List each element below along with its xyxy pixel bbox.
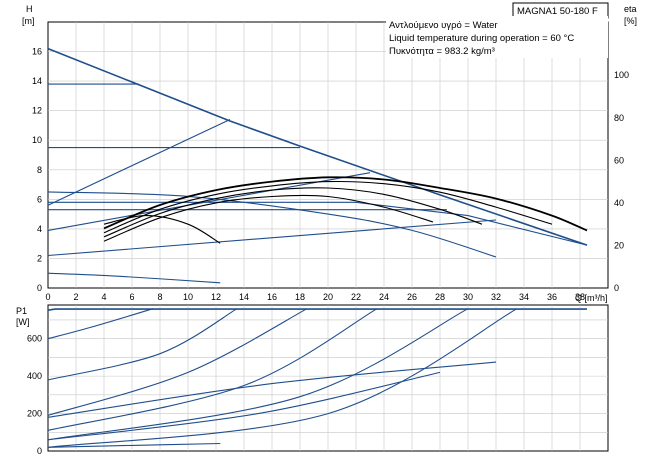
info-line-density: Πυκνότητα = 983.2 kg/m³: [389, 46, 495, 57]
head-prop-curve: [47, 119, 231, 206]
head-grid: [48, 22, 608, 288]
head-y-tick-label: 6: [37, 194, 42, 204]
power-curve-panel: 0 200 400 600 P1 [W]: [16, 304, 609, 456]
power-const-curve: [47, 308, 378, 431]
x-tick-label: 20: [323, 292, 333, 302]
power-y-tick-label: 600: [27, 334, 42, 344]
head-y-tick-labels: 0 2 4 6 8 10 12 14 16: [32, 47, 42, 293]
power-y-tick-label: 200: [27, 409, 42, 419]
head-x-tick-labels: 0 2 4 6 8 10 12 14 16 18 20 22 24 26 28 30 32 34 36 38: [45, 292, 585, 302]
efficiency-curve: [103, 180, 553, 234]
power-y-label: P1: [16, 306, 27, 316]
head-y-tick-label: 4: [37, 224, 42, 234]
power-const-curve: [47, 308, 469, 441]
eta-y-tick-label: 40: [614, 198, 624, 208]
info-line-temperature: Liquid temperature during operation = 60…: [389, 33, 574, 44]
x-tick-label: 32: [491, 292, 501, 302]
x-tick-label: 24: [379, 292, 389, 302]
x-tick-label: 28: [435, 292, 445, 302]
eta-unit: [%]: [624, 16, 637, 26]
x-tick-label: 14: [239, 292, 249, 302]
head-min-curve: [47, 191, 497, 258]
head-y-tick-label: 14: [32, 76, 42, 86]
head-y-label: H: [26, 4, 33, 14]
power-prop-curve: [47, 361, 497, 418]
eta-y-tick-label: 0: [614, 283, 619, 293]
efficiency-curve: [103, 187, 483, 238]
head-y-tick-label: 2: [37, 253, 42, 263]
head-y-tick-label: 10: [32, 135, 42, 145]
model-name: MAGNA1 50-180 F: [517, 6, 598, 17]
head-curve-panel: 0 2 4 6 8 10 12 14 16 18 20 22 24 26 28 30 32 34 36 38 0246…: [22, 2, 637, 303]
x-tick-label: 22: [351, 292, 361, 302]
power-prop-curve: [47, 371, 441, 441]
info-line-fluid: Αντλούμενο υγρό = Water: [389, 20, 498, 31]
power-curves: [47, 308, 587, 448]
head-curves: [47, 47, 588, 284]
power-grid: [48, 305, 608, 451]
efficiency-curve: [103, 176, 588, 232]
efficiency-curves: [103, 176, 588, 244]
x-tick-label: 34: [519, 292, 529, 302]
info-box: [386, 16, 608, 58]
head-prop-curve: [47, 219, 497, 257]
power-y-unit: [W]: [16, 317, 30, 327]
head-y-unit: [m]: [22, 16, 35, 26]
head-y-tick-label: 12: [32, 106, 42, 116]
x-tick-label: 26: [407, 292, 417, 302]
efficiency-curve: [103, 194, 434, 242]
x-tick-label: 4: [101, 292, 106, 302]
head-max-curve: [47, 47, 588, 246]
power-y-tick-labels: 0 200 400 600: [27, 334, 42, 456]
head-y-tick-label: 8: [37, 165, 42, 175]
x-tick-label: 16: [267, 292, 277, 302]
eta-label: eta: [624, 4, 637, 14]
power-min-curve: [47, 442, 221, 448]
x-tick-label: 10: [183, 292, 193, 302]
eta-y-tick-label: 100: [614, 70, 629, 80]
x-tick-label: 2: [73, 292, 78, 302]
power-y-tick-label: 400: [27, 371, 42, 381]
eta-y-tick-label: 20: [614, 240, 624, 250]
x-axis-label: Q [m³/h]: [575, 293, 608, 303]
x-tick-label: 36: [547, 292, 557, 302]
power-const-curve: [47, 308, 238, 381]
x-tick-label: 38: [575, 292, 585, 302]
power-const-curve: [47, 308, 518, 448]
eta-y-tick-label: 80: [614, 113, 624, 123]
efficiency-curve: [103, 215, 221, 244]
x-tick-label: 8: [157, 292, 162, 302]
head-y-tick-label: 0: [37, 283, 42, 293]
power-max-curve: [47, 308, 587, 311]
eta-y-tick-labels: 0 20 40 60 80 100: [614, 70, 629, 293]
x-tick-label: 30: [463, 292, 473, 302]
x-tick-label: 0: [45, 292, 50, 302]
power-y-tick-label: 0: [37, 446, 42, 456]
x-tick-label: 6: [129, 292, 134, 302]
x-tick-label: 18: [295, 292, 305, 302]
head-min-curve: [47, 272, 221, 284]
power-const-curve: [47, 308, 154, 340]
eta-y-tick-label: 60: [614, 155, 624, 165]
power-const-curve: [47, 308, 308, 416]
x-tick-label: 12: [211, 292, 221, 302]
head-y-tick-label: 16: [32, 47, 42, 57]
